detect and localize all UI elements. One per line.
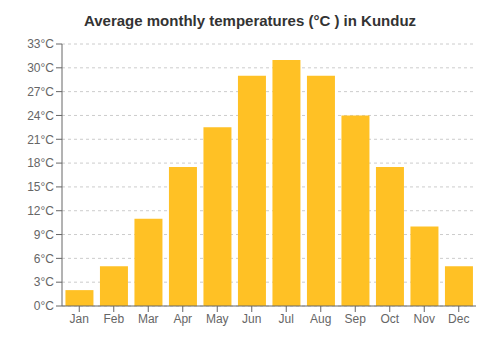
svg-text:Apr: Apr bbox=[173, 312, 192, 326]
html-text:Average monthly temperatures (: Average monthly temperatures (°C ) in Ku… bbox=[83, 12, 417, 29]
svg-text:18°C: 18°C bbox=[27, 156, 54, 170]
svg-text:3°C: 3°C bbox=[34, 275, 54, 289]
svg-text:Aug: Aug bbox=[310, 312, 331, 326]
svg-text:Feb: Feb bbox=[103, 312, 124, 326]
svg-text:27°C: 27°C bbox=[27, 85, 54, 99]
svg-text:6°C: 6°C bbox=[34, 252, 54, 266]
svg-text:Jan: Jan bbox=[70, 312, 89, 326]
svg-text:Jun: Jun bbox=[242, 312, 261, 326]
svg-text:0°C: 0°C bbox=[34, 299, 54, 313]
svg-text:15°C: 15°C bbox=[27, 180, 54, 194]
svg-text:Nov: Nov bbox=[414, 312, 435, 326]
svg-text:Oct: Oct bbox=[380, 312, 399, 326]
svg-text:Jul: Jul bbox=[279, 312, 294, 326]
svg-text:21°C: 21°C bbox=[27, 133, 54, 147]
svg-text:24°C: 24°C bbox=[27, 109, 54, 123]
svg-text:May: May bbox=[206, 312, 229, 326]
svg-text:Sep: Sep bbox=[345, 312, 367, 326]
svg-text:Dec: Dec bbox=[448, 312, 469, 326]
svg-text:9°C: 9°C bbox=[34, 228, 54, 242]
svg-text:12°C: 12°C bbox=[27, 204, 54, 218]
svg-text:33°C: 33°C bbox=[27, 37, 54, 51]
svg-text:Mar: Mar bbox=[138, 312, 159, 326]
svg-text:30°C: 30°C bbox=[27, 61, 54, 75]
